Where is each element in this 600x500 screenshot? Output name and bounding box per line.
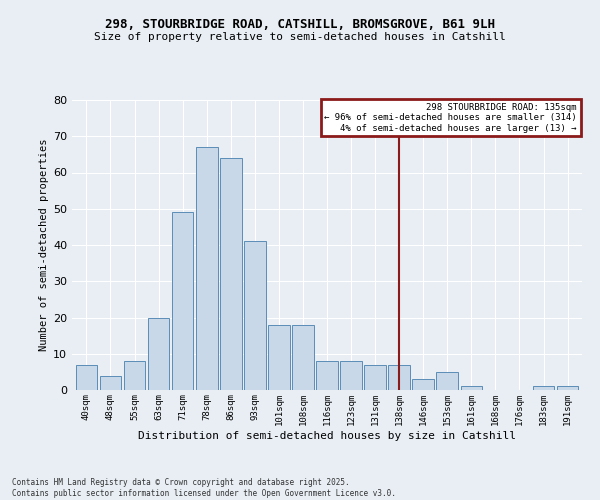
Bar [461,386,482,390]
Bar [388,364,410,390]
Bar [268,325,290,390]
Text: Size of property relative to semi-detached houses in Catshill: Size of property relative to semi-detach… [94,32,506,42]
Bar [364,364,386,390]
Bar [220,158,242,390]
Bar [292,325,314,390]
Bar [148,318,169,390]
Text: 298 STOURBRIDGE ROAD: 135sqm
← 96% of semi-detached houses are smaller (314)
4% : 298 STOURBRIDGE ROAD: 135sqm ← 96% of se… [324,103,577,132]
Bar [557,386,578,390]
Bar [172,212,193,390]
Bar [196,147,218,390]
Bar [100,376,121,390]
Bar [124,361,145,390]
Bar [340,361,362,390]
X-axis label: Distribution of semi-detached houses by size in Catshill: Distribution of semi-detached houses by … [138,430,516,440]
Bar [316,361,338,390]
Bar [244,242,266,390]
Bar [436,372,458,390]
Text: Contains HM Land Registry data © Crown copyright and database right 2025.
Contai: Contains HM Land Registry data © Crown c… [12,478,396,498]
Bar [412,379,434,390]
Bar [533,386,554,390]
Text: 298, STOURBRIDGE ROAD, CATSHILL, BROMSGROVE, B61 9LH: 298, STOURBRIDGE ROAD, CATSHILL, BROMSGR… [105,18,495,30]
Bar [76,364,97,390]
Y-axis label: Number of semi-detached properties: Number of semi-detached properties [39,138,49,352]
